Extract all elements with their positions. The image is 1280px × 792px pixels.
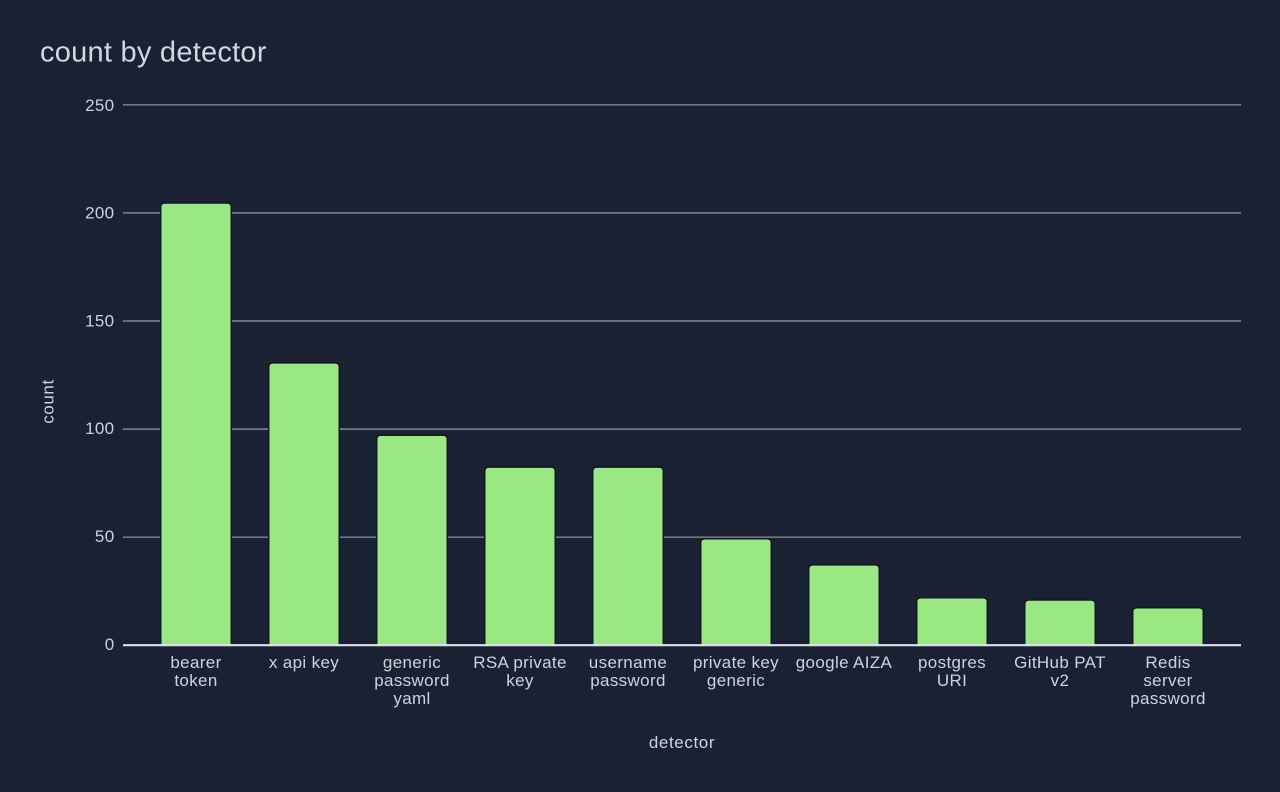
svg-text:0: 0 <box>105 635 115 654</box>
svg-text:count by detector: count by detector <box>40 37 267 69</box>
svg-text:100: 100 <box>85 419 114 438</box>
svg-text:200: 200 <box>85 204 114 223</box>
svg-text:google AIZA: google AIZA <box>796 653 893 672</box>
svg-text:count: count <box>39 379 58 424</box>
svg-text:150: 150 <box>85 311 114 330</box>
svg-text:50: 50 <box>95 527 115 546</box>
svg-text:250: 250 <box>85 96 114 115</box>
svg-text:detector: detector <box>649 733 715 752</box>
svg-text:x api key: x api key <box>269 653 339 672</box>
